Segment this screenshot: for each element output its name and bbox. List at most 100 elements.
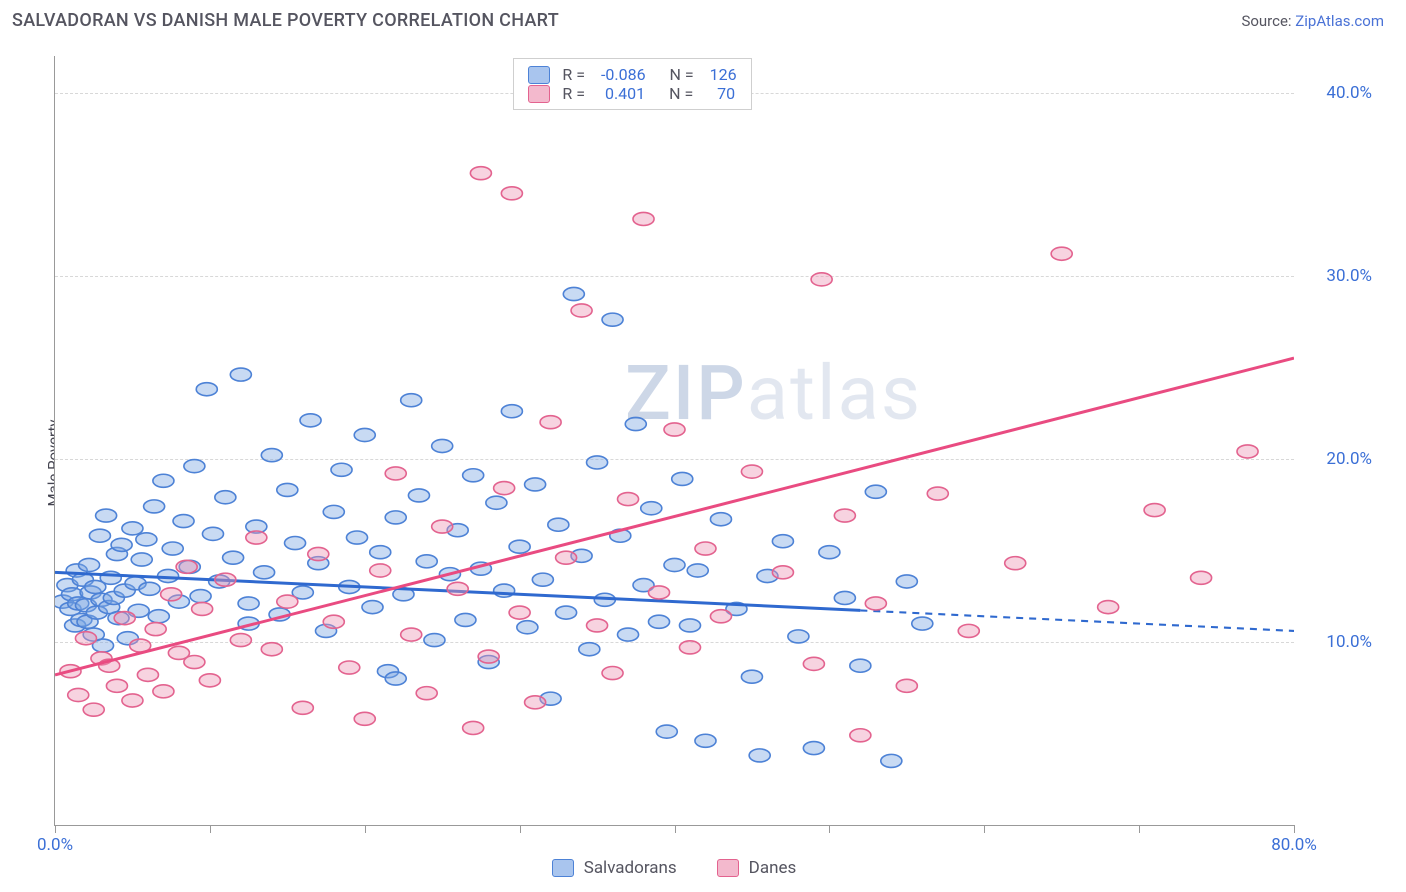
data-point [277,595,298,608]
data-point [261,449,282,462]
data-point [958,624,979,637]
data-point [927,487,948,500]
data-point [277,483,298,496]
source-link[interactable]: ZipAtlas.com [1295,12,1384,30]
data-point [470,167,491,180]
data-point [230,634,251,647]
data-point [548,518,569,531]
data-point [447,582,468,595]
data-point [192,602,213,615]
trend-line [55,358,1294,675]
data-point [1005,557,1026,570]
data-point [416,687,437,700]
data-point [494,482,515,495]
data-point [517,621,538,634]
data-point [579,643,600,656]
data-point [455,613,476,626]
data-point [215,573,236,586]
y-tick-label: 10.0% [1302,632,1372,652]
legend-swatch [717,859,739,877]
data-point [184,656,205,669]
data-point [199,674,220,687]
data-point [648,586,669,599]
x-tick [55,825,56,833]
data-point [710,610,731,623]
data-point [323,505,344,518]
data-point [803,742,824,755]
x-tick [520,825,521,833]
data-point [339,661,360,674]
data-point [478,650,499,663]
data-point [501,405,522,418]
data-point [525,696,546,709]
data-point [556,551,577,564]
data-point [509,606,530,619]
data-point [803,657,824,670]
data-point [173,515,194,528]
data-point [354,428,375,441]
data-point [618,493,639,506]
data-point [401,628,422,641]
data-point [525,478,546,491]
data-point [184,460,205,473]
data-point [96,509,117,522]
chart-container: Male Poverty ZIPatlas R = -0.086 N = 126… [12,44,1384,882]
data-point [540,416,561,429]
data-point [408,489,429,502]
data-point [323,615,344,628]
data-point [819,546,840,559]
data-point [563,287,584,300]
data-point [850,659,871,672]
legend-label: Salvadorans [584,858,677,878]
data-point [285,536,306,549]
data-point [111,538,132,551]
data-point [202,527,223,540]
data-point [300,414,321,427]
data-point [896,679,917,692]
data-point [571,304,592,317]
data-point [176,560,197,573]
data-point [196,383,217,396]
data-point [362,601,383,614]
data-point [618,628,639,641]
x-tick [829,825,830,833]
data-point [463,721,484,734]
data-point [664,423,685,436]
data-point [131,553,152,566]
data-point [215,491,236,504]
data-point [148,610,169,623]
data-point [741,670,762,683]
data-point [648,615,669,628]
data-point [139,582,160,595]
data-point [106,679,127,692]
stats-legend: R = -0.086 N = 126R = 0.401 N = 70 [513,58,751,110]
data-point [79,558,100,571]
scatter-svg [55,56,1294,825]
data-point [385,672,406,685]
source-label: Source: ZipAtlas.com [1241,12,1384,30]
data-point [1191,571,1212,584]
data-point [1237,445,1258,458]
legend-swatch [528,85,550,103]
data-point [370,546,391,559]
y-tick-label: 30.0% [1302,266,1372,286]
legend-item: Danes [717,858,797,878]
data-point [672,472,693,485]
x-tick [210,825,211,833]
data-point [772,566,793,579]
data-point [679,619,700,632]
data-point [749,749,770,762]
data-point [331,463,352,476]
data-point [238,597,259,610]
data-point [144,500,165,513]
data-point [463,469,484,482]
data-point [664,558,685,571]
data-point [641,502,662,515]
data-point [401,394,422,407]
data-point [308,547,329,560]
data-point [190,590,211,603]
data-point [834,509,855,522]
data-point [230,368,251,381]
x-tick [365,825,366,833]
data-point [710,513,731,526]
